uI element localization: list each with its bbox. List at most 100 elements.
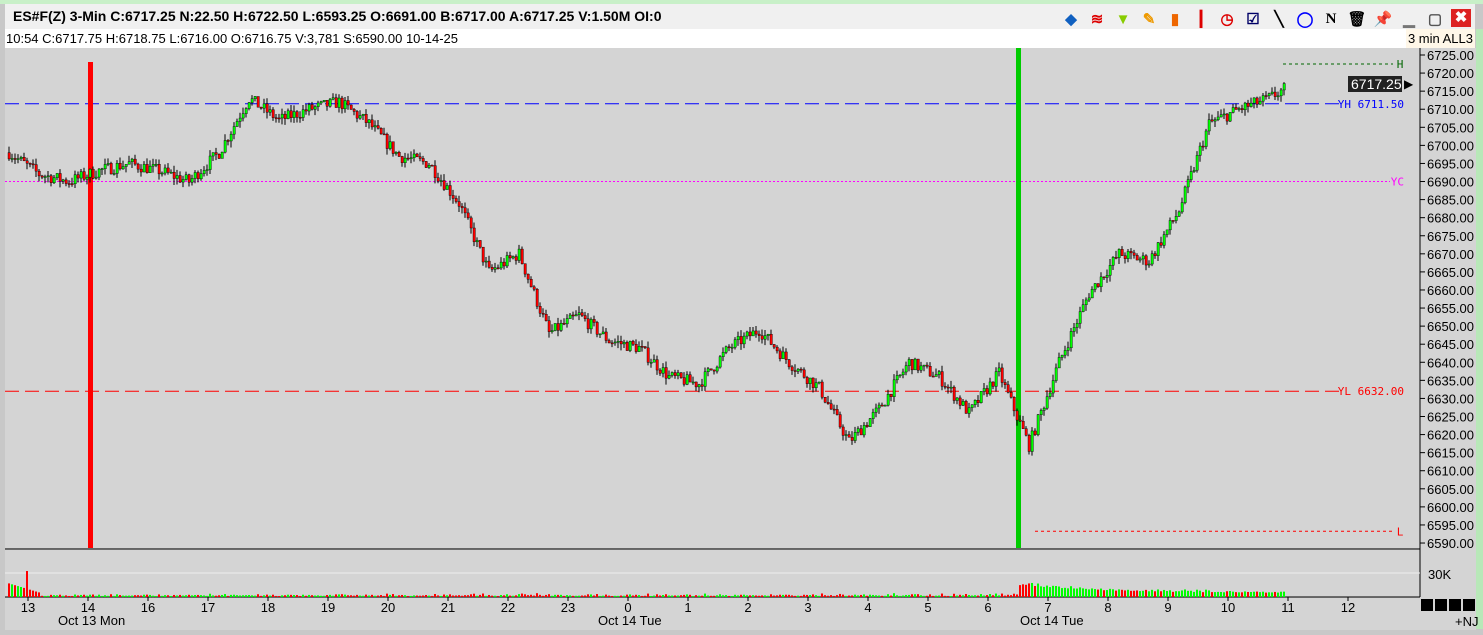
candle-body	[502, 261, 506, 267]
candle-body	[1006, 384, 1010, 393]
filter-icon[interactable]: ▼	[1115, 11, 1131, 28]
volume-bar	[152, 595, 154, 597]
volume-bar	[1166, 590, 1168, 597]
clock-icon[interactable]: ◷	[1220, 11, 1234, 28]
volume-bar	[215, 595, 217, 597]
pin-icon[interactable]: 📌	[1373, 11, 1393, 28]
minimize-icon[interactable]: ▁	[1403, 11, 1415, 28]
bar-chart-icon[interactable]: ▮	[1170, 11, 1180, 28]
volume-bar	[1190, 590, 1192, 597]
price-tick-label: 6590.00	[1427, 536, 1474, 551]
volume-bar	[1055, 585, 1057, 597]
objects-icon[interactable]: ◆	[1065, 11, 1077, 28]
volume-bar	[254, 595, 256, 597]
volume-bar	[1031, 582, 1033, 597]
volume-bar	[500, 595, 502, 597]
studies-icon[interactable]: ≋	[1090, 11, 1104, 28]
candle-body	[1084, 299, 1088, 305]
session-marker-line	[1016, 48, 1021, 548]
volume-bar	[1280, 591, 1282, 597]
checklist-icon[interactable]: ☑	[1246, 11, 1260, 28]
n-icon[interactable]: N	[1325, 11, 1337, 27]
volume-bar	[65, 595, 67, 597]
volume-bar	[1262, 591, 1264, 597]
volume-bar	[995, 593, 997, 597]
candle-body	[961, 401, 965, 406]
volume-bar	[920, 595, 922, 597]
volume-bar	[191, 595, 193, 597]
volume-bar	[587, 594, 589, 597]
price-tick-label: 6655.00	[1427, 301, 1474, 316]
candle-body	[46, 175, 50, 177]
volume-bar	[1016, 594, 1018, 597]
candle-body	[835, 409, 839, 415]
volume-bar	[167, 595, 169, 597]
candle-body	[757, 333, 761, 336]
date-label: Oct 13 Mon	[58, 613, 125, 628]
candle-body	[1138, 258, 1142, 261]
volume-bar	[347, 595, 349, 597]
candle-body	[874, 407, 878, 413]
candle-body	[1219, 114, 1223, 118]
candle-body	[430, 165, 434, 167]
volume-bar	[1067, 588, 1069, 597]
candle-body	[217, 154, 221, 159]
volume-bar	[368, 595, 370, 597]
volume-bar	[974, 595, 976, 597]
candle-body	[226, 140, 230, 142]
volume-bar	[1001, 593, 1003, 597]
candle-body	[625, 342, 629, 351]
volume-bar	[404, 595, 406, 597]
candle-body	[451, 195, 455, 199]
price-tick-label: 6675.00	[1427, 229, 1474, 244]
volume-bar	[1058, 586, 1060, 597]
candle-body	[553, 323, 557, 331]
candle-body	[1195, 155, 1199, 171]
candle-body	[1072, 327, 1076, 332]
candle-body	[574, 314, 578, 317]
volume-bar	[449, 594, 451, 597]
candle-body	[238, 117, 242, 122]
volume-bar	[1148, 591, 1150, 597]
candle-body	[1075, 323, 1079, 328]
candle-body	[475, 240, 479, 243]
candle-body	[1216, 116, 1220, 120]
volume-bar	[575, 595, 577, 597]
candle-body	[931, 375, 935, 378]
candle-body	[457, 201, 461, 207]
pencil-icon[interactable]: ✎	[1142, 11, 1156, 28]
candle-body	[529, 279, 533, 288]
maximize-icon[interactable]: ▢	[1427, 11, 1443, 28]
volume-bar	[971, 595, 973, 597]
candle-body	[331, 97, 335, 100]
candle-body	[244, 108, 248, 114]
candle-body	[700, 384, 704, 387]
toolbar: ◆ ≋ ▼ ✎ ▮ ┃ ◷ ☑ ╲ ◯ N 🗑 📌 ▁ ▢ ✖	[1061, 7, 1471, 32]
candle-body	[694, 381, 698, 388]
candle-body	[601, 331, 605, 335]
volume-bar	[839, 593, 841, 597]
circle-tool-icon[interactable]: ◯	[1296, 11, 1314, 28]
candle-body	[1042, 407, 1046, 411]
volume-bar	[1109, 588, 1111, 597]
candle-body	[703, 371, 707, 387]
volume-bar	[1163, 589, 1165, 597]
close-icon[interactable]: ✖	[1451, 9, 1471, 27]
candle-body	[277, 117, 281, 120]
volume-bar	[1073, 588, 1075, 597]
volume-bar	[32, 590, 34, 597]
candle-body	[664, 367, 668, 379]
trash-icon[interactable]: 🗑	[1347, 11, 1367, 28]
volume-bar	[1064, 587, 1066, 597]
candle-body	[373, 125, 377, 128]
candle-body	[1246, 102, 1250, 107]
draw-line-icon[interactable]: ╲	[1274, 11, 1284, 28]
candle-icon[interactable]: ┃	[1196, 11, 1206, 28]
candle-body	[316, 102, 320, 107]
interval-label[interactable]: 3 min ALL3	[1405, 29, 1475, 48]
volume-bar	[293, 594, 295, 597]
candle-body	[427, 165, 431, 168]
volume-bar	[623, 595, 625, 597]
volume-bar	[338, 594, 340, 597]
